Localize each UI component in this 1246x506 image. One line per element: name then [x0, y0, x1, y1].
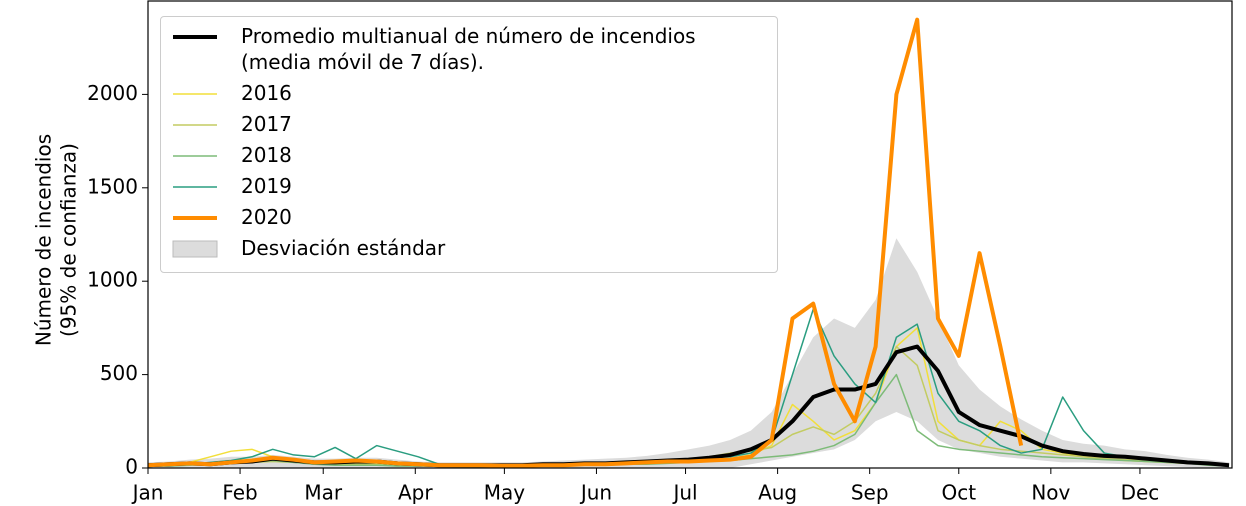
legend-band [172, 240, 218, 258]
legend-label: Desviación estándar [241, 236, 446, 260]
y-tick-label: 1500 [87, 174, 138, 198]
legend-label: 2020 [241, 205, 292, 229]
plot-frame [147, 0, 1233, 469]
y-tick-label: 0 [125, 455, 138, 479]
legend-item: 2019 [169, 173, 769, 199]
legend-swatch [173, 124, 217, 126]
x-tick-label: Jun [579, 481, 612, 505]
legend-swatch [172, 240, 218, 258]
legend: Promedio multianual de número de incendi… [160, 16, 778, 273]
x-tick-label: Feb [222, 481, 257, 505]
y-tick-label: 500 [100, 361, 138, 385]
x-tick-label: May [484, 481, 526, 505]
legend-swatch [173, 93, 217, 95]
y-axis-label: (95% de confianza) [57, 143, 81, 337]
legend-label: 2016 [241, 81, 292, 105]
x-tick-label: Oct [941, 481, 976, 505]
x-tick-label: Mar [304, 481, 343, 505]
legend-label: 2017 [241, 112, 292, 136]
legend-item: Promedio multianual de número de incendi… [169, 23, 769, 75]
legend-swatch [173, 35, 217, 39]
x-tick-label: Aug [758, 481, 797, 505]
legend-label: 2019 [241, 174, 292, 198]
x-tick-label: Jul [671, 481, 697, 505]
y-axis-label: Número de incendios [32, 134, 56, 346]
legend-swatch [173, 186, 217, 188]
legend-swatch [173, 216, 217, 220]
legend-swatch [173, 155, 217, 157]
legend-label: Promedio multianual de número de incendi… [241, 24, 696, 74]
x-tick-label: Dec [1121, 481, 1160, 505]
legend-item: Desviación estándar [169, 235, 769, 261]
series-line [148, 17, 1024, 468]
legend-item: 2020 [169, 204, 769, 230]
x-tick-label: Sep [851, 481, 889, 505]
x-tick-label: Nov [1031, 481, 1070, 505]
y-tick-label: 1000 [87, 268, 138, 292]
legend-item: 2017 [169, 111, 769, 137]
y-tick-label: 2000 [87, 81, 138, 105]
legend-item: 2016 [169, 80, 769, 106]
x-tick-label: Apr [398, 481, 433, 505]
legend-item: 2018 [169, 142, 769, 168]
legend-label: 2018 [241, 143, 292, 167]
x-tick-label: Jan [131, 481, 164, 505]
